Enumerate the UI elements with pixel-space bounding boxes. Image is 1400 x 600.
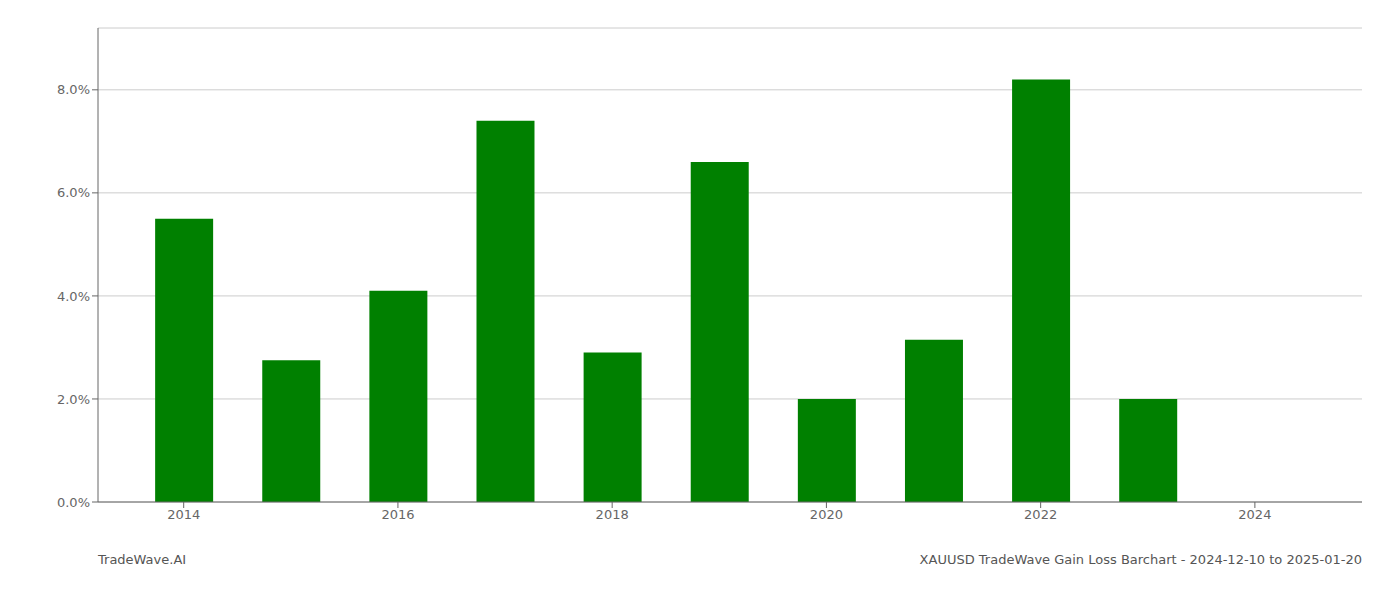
html-text:TradeWave.AI: TradeWave.AI <box>98 552 187 567</box>
svg-text:2016: 2016 <box>381 507 414 522</box>
svg-text:2018: 2018 <box>596 507 629 522</box>
svg-text:2020: 2020 <box>810 507 843 522</box>
html-text:XAUUSD TradeWave Gain Loss Bar: XAUUSD TradeWave Gain Loss Barchart - 20… <box>919 552 1362 567</box>
svg-text:0.0%: 0.0% <box>57 495 90 510</box>
svg-text:2022: 2022 <box>1024 507 1057 522</box>
svg-text:2.0%: 2.0% <box>57 392 90 407</box>
svg-text:2014: 2014 <box>167 507 200 522</box>
svg-text:6.0%: 6.0% <box>57 185 90 200</box>
svg-text:8.0%: 8.0% <box>57 82 90 97</box>
svg-text:2024: 2024 <box>1238 507 1271 522</box>
svg-text:4.0%: 4.0% <box>57 289 90 304</box>
